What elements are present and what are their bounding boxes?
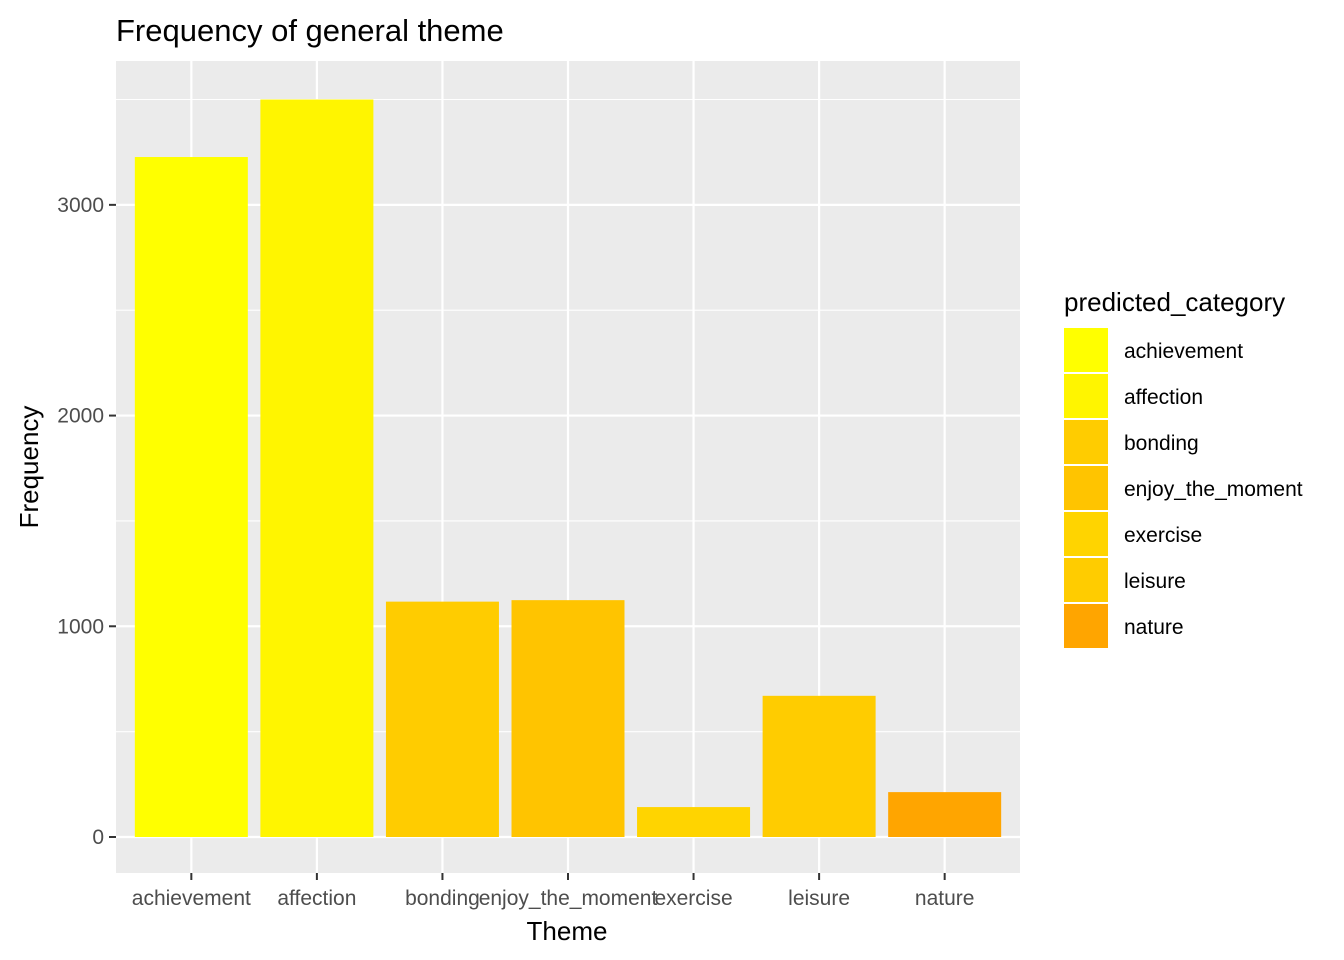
legend-label: affection [1124, 386, 1203, 409]
legend-key-bonding [1064, 420, 1108, 464]
bars [134, 99, 1002, 837]
y-tick-label: 1000 [57, 615, 104, 638]
legend-key-achievement [1064, 328, 1108, 372]
legend-label: leisure [1124, 570, 1186, 593]
x-axis-title: Theme [527, 916, 608, 946]
chart-title: Frequency of general theme [116, 13, 504, 48]
bar-enjoy_the_moment [511, 600, 625, 837]
x-tick-label: affection [277, 887, 356, 910]
y-axis-title: Frequency [14, 406, 44, 529]
y-tick-label: 3000 [57, 194, 104, 217]
legend-label: nature [1124, 616, 1184, 639]
bar-bonding [385, 601, 499, 837]
legend-title: predicted_category [1064, 287, 1285, 317]
y-tick-label: 2000 [57, 405, 104, 428]
bar-exercise [637, 807, 751, 837]
x-tick-label: achievement [132, 887, 251, 910]
legend-label: bonding [1124, 432, 1199, 455]
legend-key-leisure [1064, 558, 1108, 602]
legend: predicted_category achievement affection b… [1064, 287, 1303, 648]
x-tick-label: bonding [405, 887, 480, 910]
x-tick-label: exercise [654, 887, 732, 910]
y-tick-label: 0 [92, 826, 104, 849]
bar-affection [260, 99, 374, 837]
x-tick-label: leisure [788, 887, 850, 910]
legend-key-affection [1064, 374, 1108, 418]
bar-achievement [134, 157, 248, 837]
legend-key-exercise [1064, 512, 1108, 556]
bar-nature [888, 792, 1002, 837]
x-tick-label: enjoy_the_moment [479, 887, 658, 910]
legend-label: exercise [1124, 524, 1202, 547]
legend-label: enjoy_the_moment [1124, 478, 1303, 501]
legend-label: achievement [1124, 340, 1243, 363]
x-tick-label: nature [915, 887, 975, 910]
legend-key-nature [1064, 604, 1108, 648]
legend-key-enjoy_the_moment [1064, 466, 1108, 510]
y-axis: 0 1000 2000 3000 [57, 194, 116, 849]
x-axis: achievement affection bondingenjoy_the_mom… [132, 873, 975, 910]
bar-leisure [762, 695, 876, 837]
